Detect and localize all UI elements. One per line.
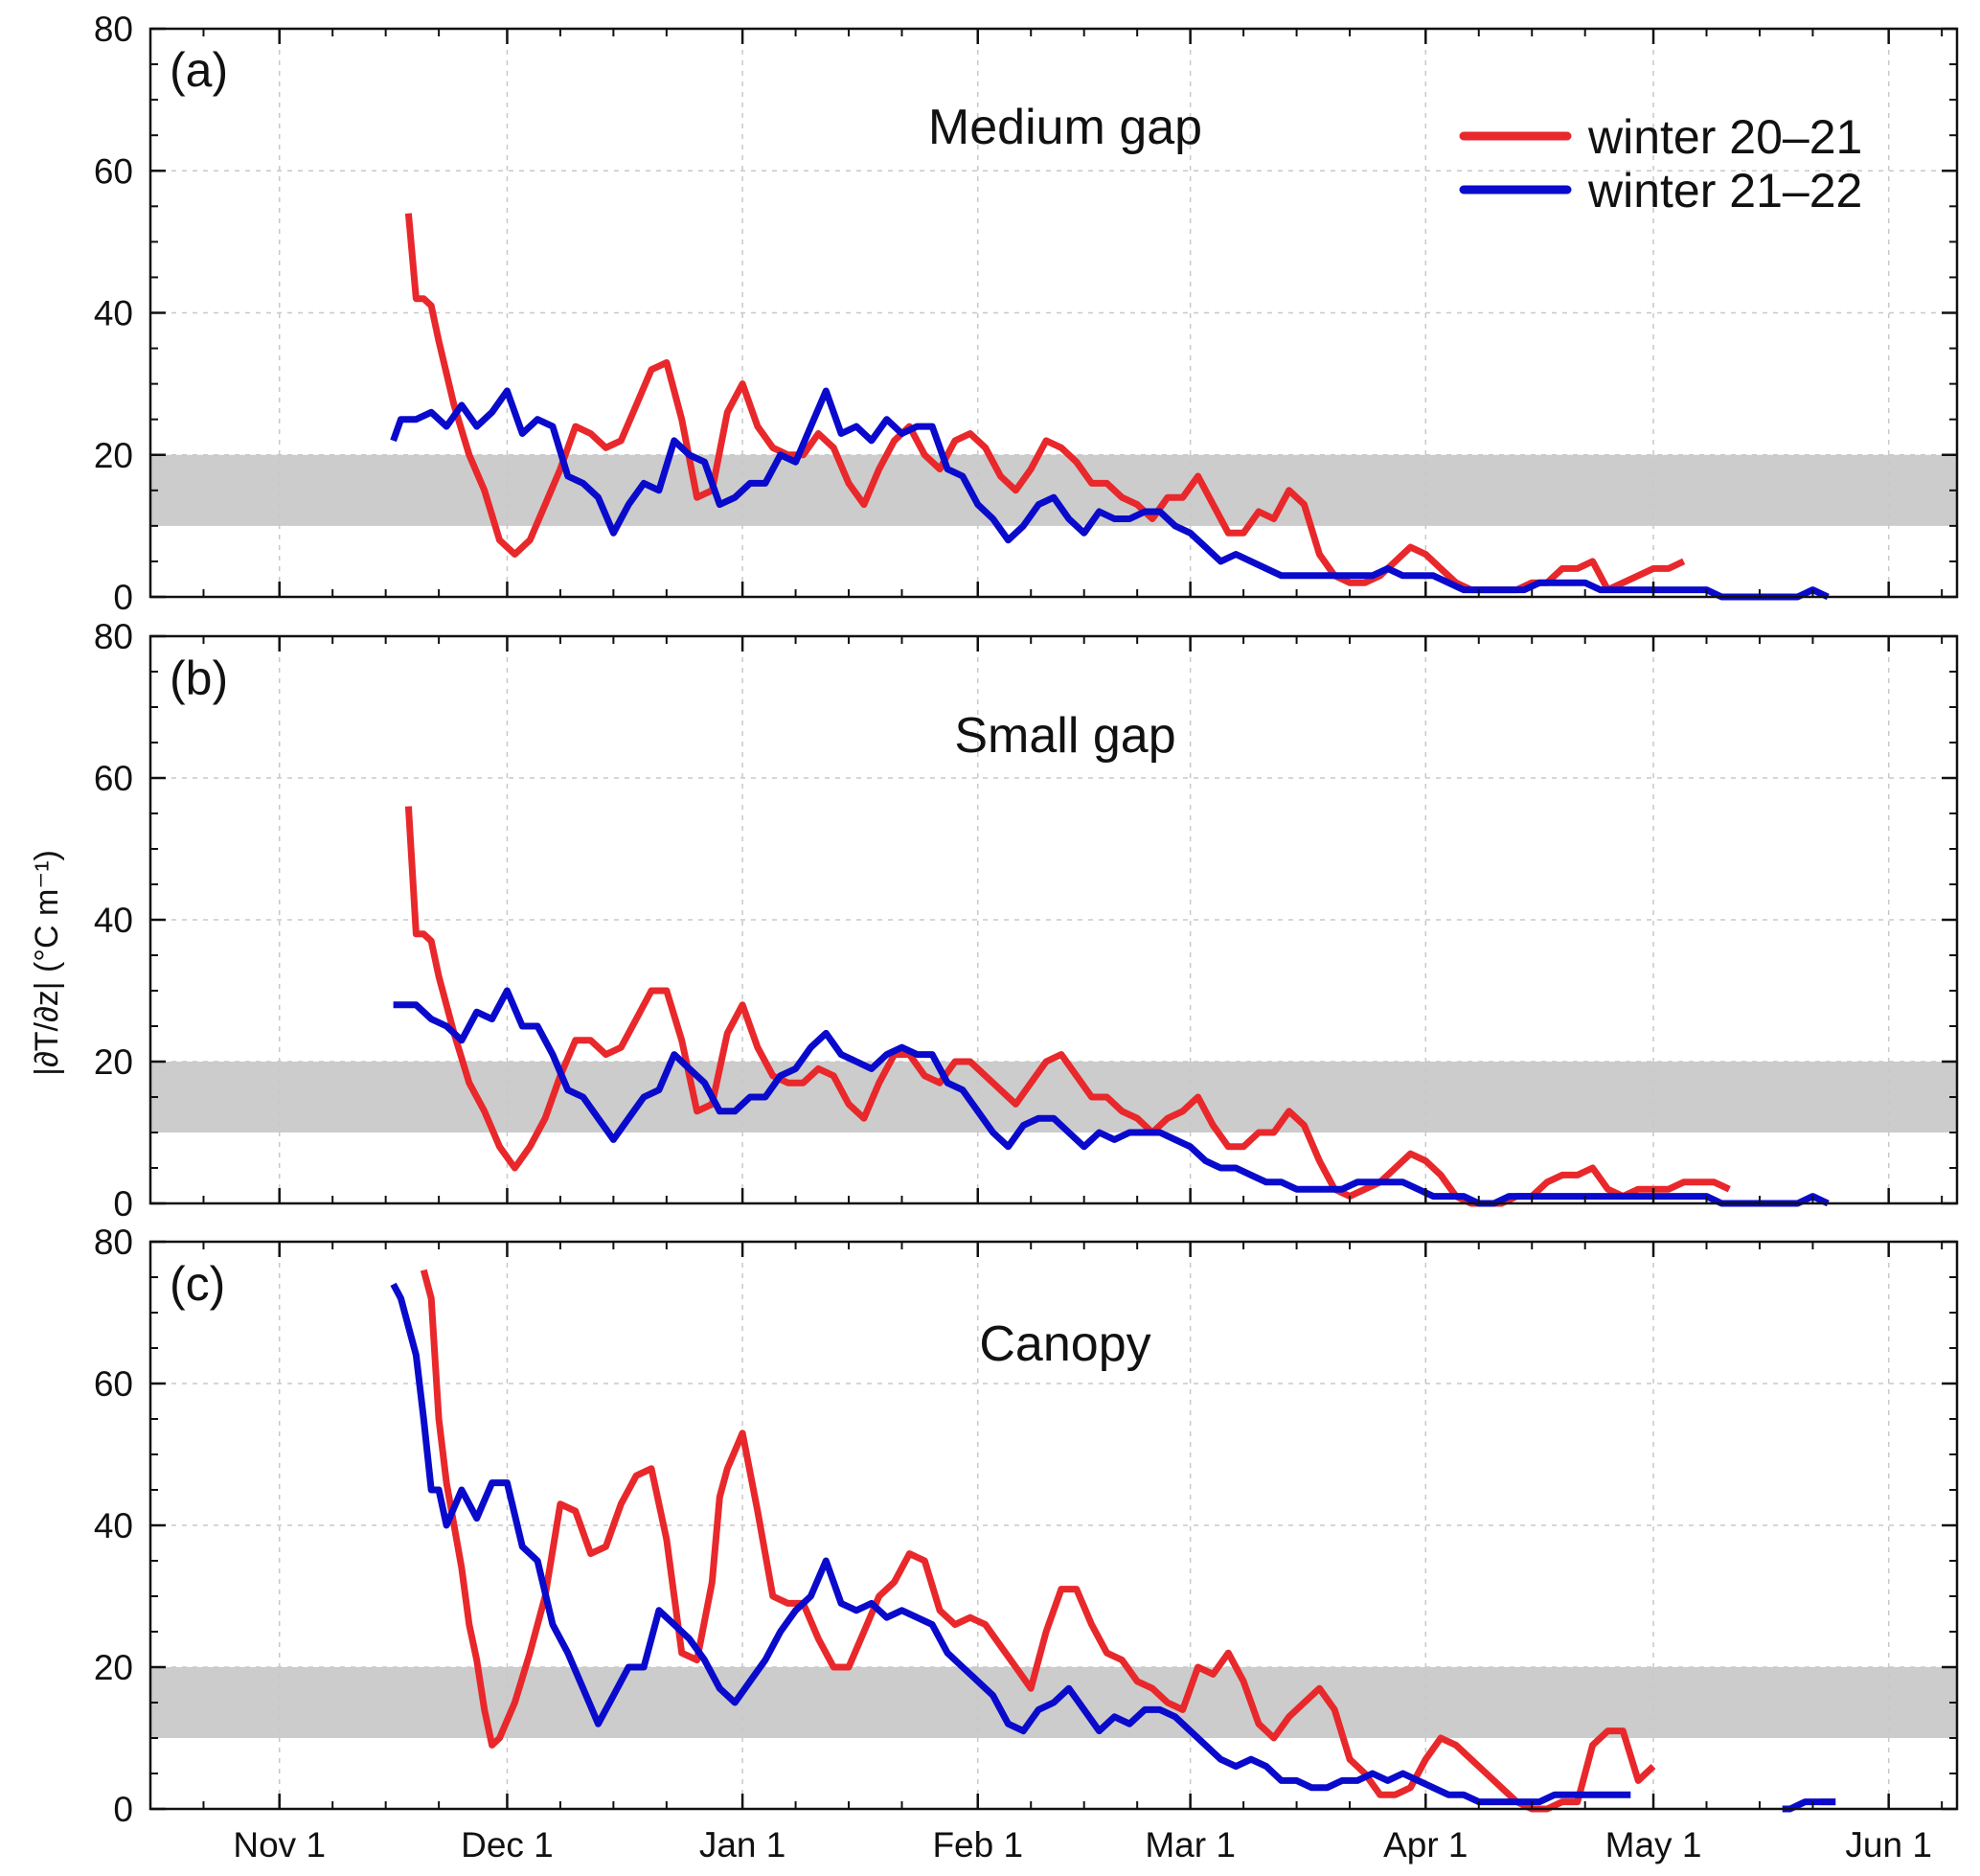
series-line-winter-21-22 [390, 1282, 1631, 1806]
threshold-band [150, 454, 1957, 526]
series-line-winter-20-21 [404, 806, 1731, 1207]
panel-title: Medium gap [928, 100, 1202, 155]
y-tick-label: 40 [94, 1506, 133, 1545]
panel-letter: (b) [170, 652, 228, 705]
series-line-winter-20-21 [420, 1269, 1656, 1813]
x-tick-label: Jan 1 [699, 1825, 786, 1865]
y-tick-label: 80 [94, 617, 133, 656]
y-tick-label: 20 [94, 436, 133, 475]
panel-medium-gap: 0 20 40 60 80 (a) Medium gap [94, 10, 1959, 617]
legend: winter 20–21 winter 21–22 [1459, 110, 1862, 217]
chart-panels: 0 20 40 60 80 (a) Medium gap 0 20 40 60 80 (b) Small … [94, 10, 1959, 1865]
x-tick-label: Feb 1 [932, 1825, 1023, 1865]
y-tick-label: 60 [94, 151, 133, 191]
y-tick-label: 0 [113, 578, 133, 617]
series-line-winter-21-22 [393, 987, 1830, 1207]
y-tick-label: 80 [94, 1223, 133, 1262]
y-axis-label: |∂T/∂z| (°C m⁻¹) [29, 850, 65, 1076]
panel-title: Small gap [954, 708, 1175, 764]
x-tick-label: May 1 [1605, 1825, 1702, 1865]
y-tick-label: 60 [94, 1364, 133, 1404]
panel-canopy: Nov 1 Dec 1 Jan 1 Feb 1 Mar 1 Apr 1 May 1 Jun 1… [94, 1223, 1959, 1865]
y-tick-label: 0 [113, 1790, 133, 1829]
y-tick-label: 20 [94, 1042, 133, 1082]
y-tick-label: 20 [94, 1648, 133, 1687]
x-tick-label: Dec 1 [461, 1825, 554, 1865]
y-tick-label: 80 [94, 10, 133, 49]
panel-title: Canopy [979, 1316, 1150, 1372]
y-tick-label: 40 [94, 294, 133, 333]
series-line-winter-20-21 [404, 213, 1686, 594]
legend-label-winter-20-21: winter 20–21 [1587, 110, 1862, 164]
y-tick-label: 40 [94, 901, 133, 940]
panel-letter: (c) [170, 1257, 225, 1311]
x-tick-label: Nov 1 [233, 1825, 326, 1865]
y-tick-label: 60 [94, 759, 133, 798]
x-tick-label: Mar 1 [1145, 1825, 1236, 1865]
series-line-winter-21-22 [390, 387, 1830, 601]
panel-small-gap: 0 20 40 60 80 (b) Small gap [94, 617, 1959, 1224]
panel-letter: (a) [170, 43, 228, 97]
x-tick-label: Jun 1 [1845, 1825, 1932, 1865]
legend-label-winter-21-22: winter 21–22 [1587, 164, 1862, 217]
x-tick-label: Apr 1 [1383, 1825, 1468, 1865]
y-tick-label: 0 [113, 1184, 133, 1224]
